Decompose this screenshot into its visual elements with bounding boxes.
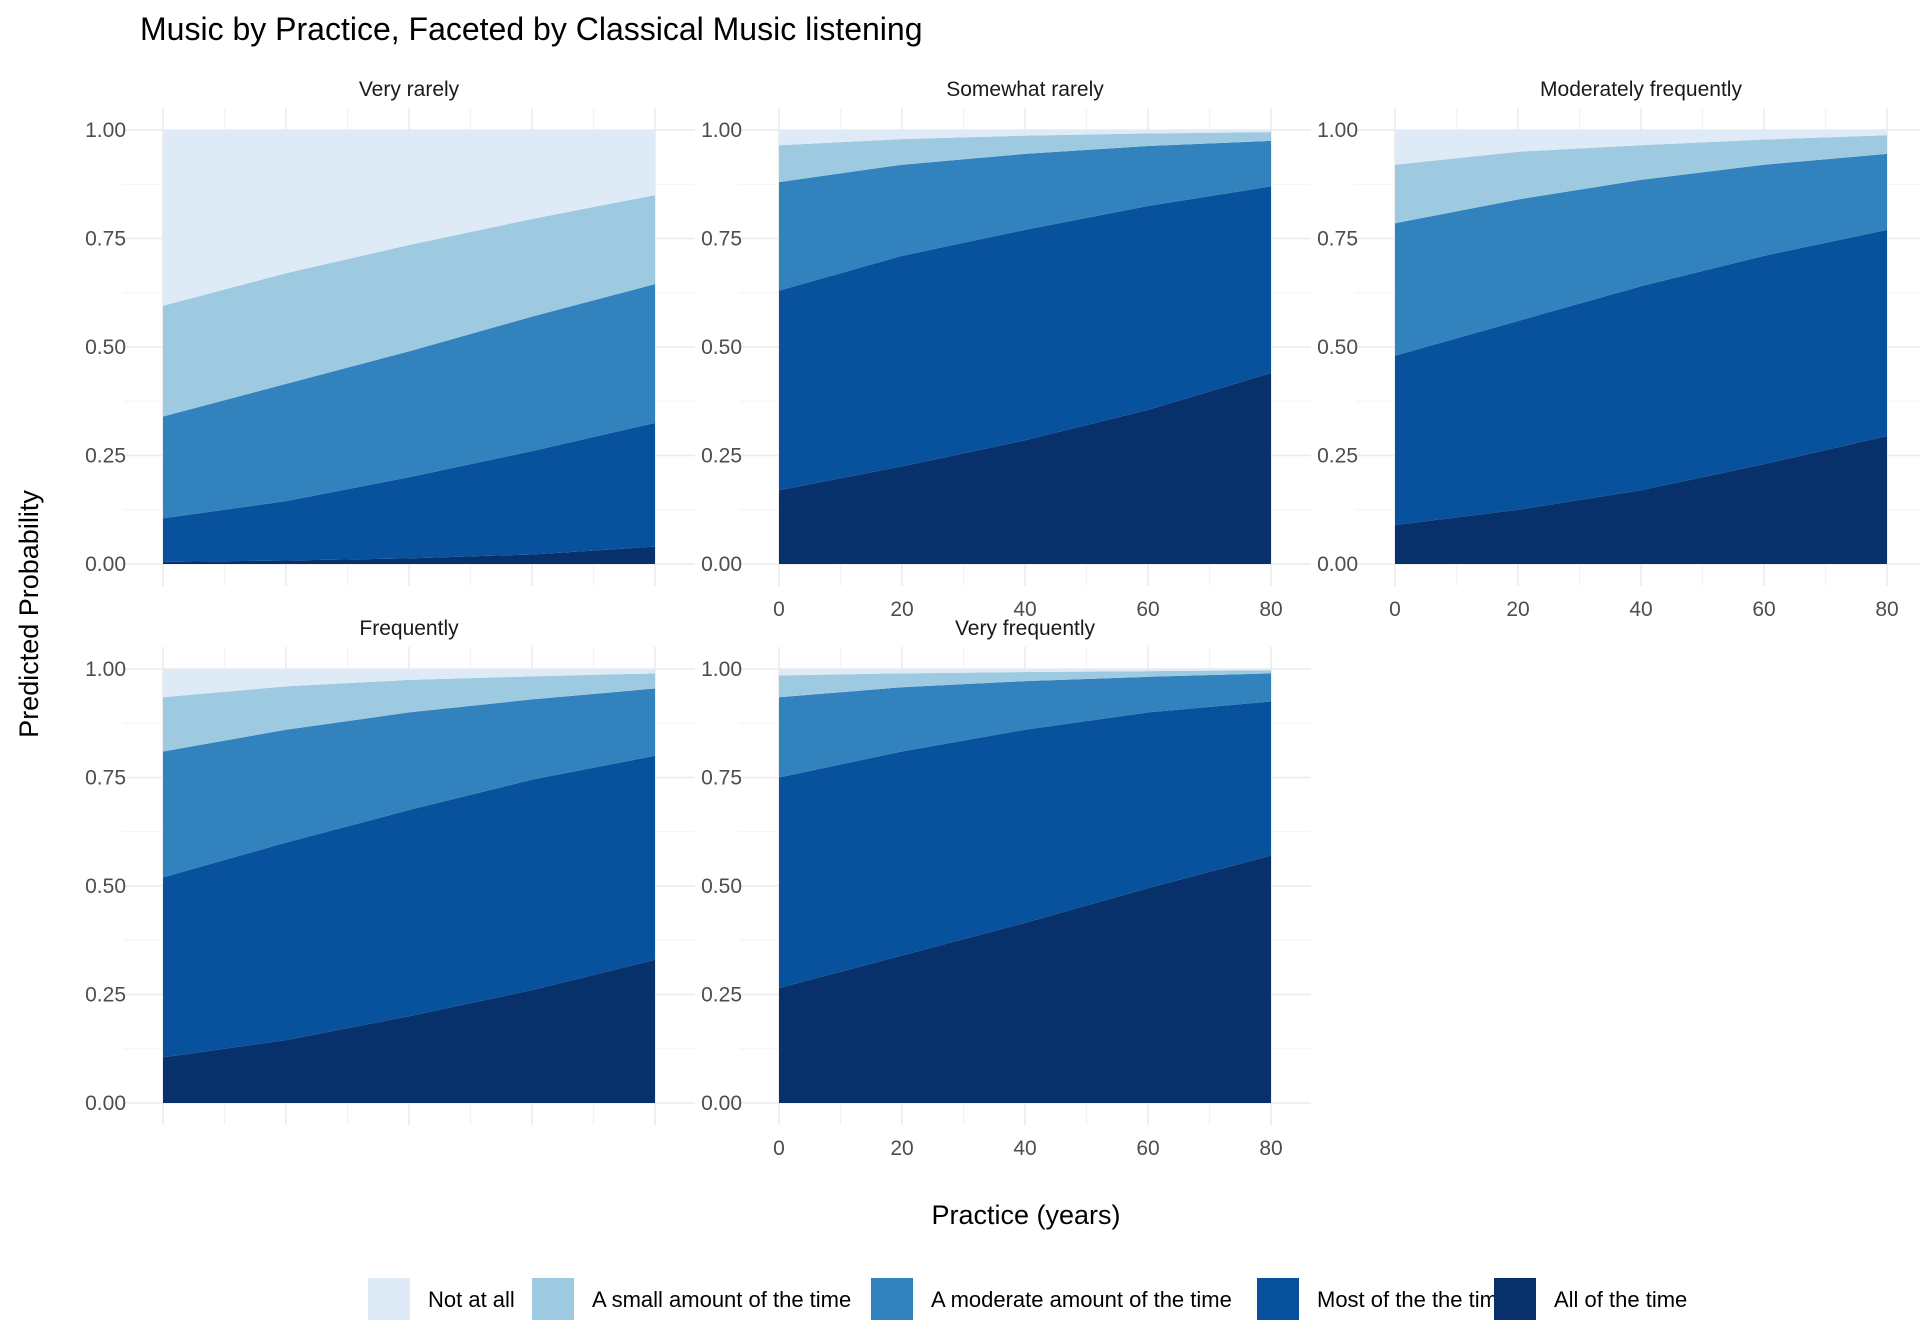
legend-swatch — [871, 1278, 913, 1320]
facet-frequently: Frequently 0.00 0.25 0.50 0.75 1.00 — [85, 617, 695, 1125]
legend-label: Most of the the time — [1317, 1287, 1510, 1312]
x-tick-label: 40 — [1013, 598, 1036, 621]
legend-swatch — [1257, 1278, 1299, 1320]
x-tick-label: 20 — [890, 598, 913, 621]
area-most-of-the-the-time — [779, 701, 1271, 988]
area-all-of-the-time — [163, 959, 655, 1103]
facet-label: Moderately frequently — [1540, 78, 1742, 101]
facet-panels: Very rarely0.000.250.500.751.00Somewhat … — [85, 78, 1920, 1160]
y-tick-label: 1.00 — [85, 119, 126, 142]
y-tick-label: 0.00 — [701, 1092, 742, 1115]
y-tick-label: 0.75 — [701, 767, 742, 790]
x-tick-label: 0 — [773, 598, 785, 621]
y-tick-label: 0.50 — [701, 875, 742, 898]
y-tick-label: 0.25 — [701, 984, 742, 1007]
area-all-of-the-time — [779, 855, 1271, 1103]
legend-label: A small amount of the time — [592, 1287, 851, 1312]
area-most-of-the-the-time — [163, 422, 655, 562]
area-a-moderate-amount-of-the-time — [163, 688, 655, 878]
y-tick-label: 1.00 — [85, 658, 126, 681]
legend-item-a-moderate-amount-of-the-time: A moderate amount of the time — [871, 1278, 1232, 1320]
x-tick-label: 0 — [773, 1137, 785, 1160]
y-tick-label: 0.25 — [85, 984, 126, 1007]
y-tick-label: 0.00 — [701, 553, 742, 576]
y-tick-label: 0.25 — [85, 445, 126, 468]
y-tick-label: 1.00 — [701, 658, 742, 681]
y-tick-label: 0.25 — [701, 445, 742, 468]
y-tick-label: 0.00 — [85, 553, 126, 576]
x-tick-label: 40 — [1013, 1137, 1036, 1160]
legend-label: All of the time — [1554, 1287, 1687, 1312]
area-a-small-amount-of-the-time — [779, 670, 1271, 698]
y-tick-label: 1.00 — [701, 119, 742, 142]
area-not-at-all — [1395, 130, 1887, 165]
y-tick-label: 0.50 — [85, 336, 126, 359]
facet-label: Very frequently — [955, 617, 1096, 640]
legend-item-most-of-the-the-time: Most of the the time — [1257, 1278, 1510, 1320]
area-most-of-the-the-time — [779, 186, 1271, 491]
area-not-at-all — [779, 669, 1271, 676]
legend-swatch — [1494, 1278, 1536, 1320]
chart-title: Music by Practice, Faceted by Classical … — [140, 11, 923, 47]
facet-label: Frequently — [359, 617, 459, 640]
y-tick-label: 0.50 — [701, 336, 742, 359]
legend-item-not-at-all: Not at all — [368, 1278, 515, 1320]
x-tick-label: 80 — [1259, 1137, 1282, 1160]
facet-label: Somewhat rarely — [946, 78, 1104, 101]
area-a-moderate-amount-of-the-time — [779, 140, 1271, 291]
legend-swatch — [368, 1278, 410, 1320]
x-tick-label: 20 — [890, 1137, 913, 1160]
facet-moderately-frequently: Moderately frequently 0.00 0.25 0.50 0.75 1.0… — [1317, 78, 1920, 621]
area-a-small-amount-of-the-time — [163, 673, 655, 752]
y-tick-label: 0.00 — [85, 1092, 126, 1115]
legend-label: Not at all — [428, 1287, 515, 1312]
area-most-of-the-the-time — [1395, 229, 1887, 525]
y-tick-label: 0.50 — [85, 875, 126, 898]
legend-label: A moderate amount of the time — [931, 1287, 1232, 1312]
y-tick-label: 0.75 — [701, 228, 742, 251]
facet-very-frequently: Very frequently 0.00 0.25 0.50 0.75 1.00 0 20 40… — [701, 617, 1311, 1160]
legend-swatch — [532, 1278, 574, 1320]
x-tick-label: 40 — [1629, 598, 1652, 621]
area-a-moderate-amount-of-the-time — [1395, 153, 1887, 356]
facet-very-rarely: Very rarely 0.00 0.25 0.50 0.75 1.00 — [85, 78, 695, 586]
area-a-moderate-amount-of-the-time — [163, 284, 655, 519]
area-not-at-all — [163, 669, 655, 698]
area-all-of-the-time — [779, 373, 1271, 564]
y-axis-title: Predicted Probability — [14, 490, 44, 738]
area-a-small-amount-of-the-time — [1395, 135, 1887, 224]
y-tick-label: 0.75 — [85, 228, 126, 251]
legend: Not at all A small amount of the time A mo… — [368, 1278, 1687, 1320]
area-not-at-all — [163, 130, 655, 306]
x-tick-label: 80 — [1259, 598, 1282, 621]
y-tick-label: 0.00 — [1317, 553, 1358, 576]
area-all-of-the-time — [163, 546, 655, 564]
y-tick-label: 0.50 — [1317, 336, 1358, 359]
x-tick-label: 60 — [1752, 598, 1775, 621]
facet-label: Very rarely — [359, 78, 460, 101]
y-tick-label: 0.75 — [1317, 228, 1358, 251]
area-not-at-all — [779, 130, 1271, 146]
area-all-of-the-time — [1395, 435, 1887, 564]
x-tick-label: 0 — [1389, 598, 1401, 621]
y-tick-label: 1.00 — [1317, 119, 1358, 142]
area-most-of-the-the-time — [163, 755, 655, 1058]
y-tick-label: 0.75 — [85, 767, 126, 790]
x-tick-label: 80 — [1875, 598, 1898, 621]
x-tick-label: 60 — [1136, 1137, 1159, 1160]
legend-item-a-small-amount-of-the-time: A small amount of the time — [532, 1278, 851, 1320]
legend-item-all-of-the-time: All of the time — [1494, 1278, 1687, 1320]
area-a-small-amount-of-the-time — [163, 195, 655, 417]
x-axis-title: Practice (years) — [931, 1200, 1120, 1230]
x-tick-label: 60 — [1136, 598, 1159, 621]
area-a-moderate-amount-of-the-time — [779, 673, 1271, 778]
facet-somewhat-rarely: Somewhat rarely 0.00 0.25 0.50 0.75 1.00 0 20 40… — [701, 78, 1311, 621]
area-a-small-amount-of-the-time — [779, 132, 1271, 183]
y-tick-label: 0.25 — [1317, 445, 1358, 468]
x-tick-label: 20 — [1506, 598, 1529, 621]
